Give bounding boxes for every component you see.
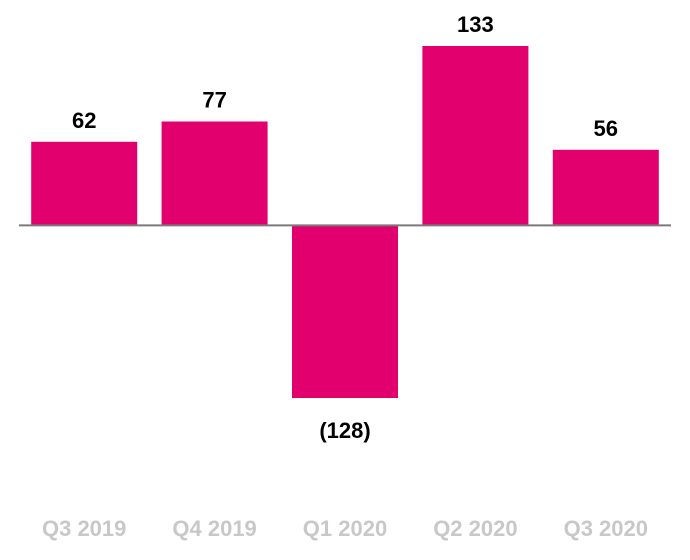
x-tick-label: Q3 2019 [42, 516, 126, 541]
value-labels-layer: 62 77 (128) 133 56 [72, 12, 618, 443]
x-tick-label: Q1 2020 [303, 516, 387, 541]
bar [31, 141, 138, 226]
bar-value-label: 62 [72, 108, 96, 133]
bar-value-label: 133 [457, 12, 494, 37]
x-tick-labels-layer: Q3 2019 Q4 2019 Q1 2020 Q2 2020 Q3 2020 [42, 516, 648, 541]
x-tick-label: Q2 2020 [433, 516, 517, 541]
bar [161, 121, 268, 226]
bar [292, 225, 398, 398]
bars-layer [31, 46, 659, 398]
bar-value-label: (128) [319, 418, 370, 443]
x-tick-label: Q3 2020 [564, 516, 648, 541]
bar-value-label: 77 [202, 88, 226, 113]
bar [422, 46, 529, 226]
x-tick-label: Q4 2019 [172, 516, 256, 541]
bar [552, 149, 659, 226]
bar-value-label: 56 [594, 116, 618, 141]
